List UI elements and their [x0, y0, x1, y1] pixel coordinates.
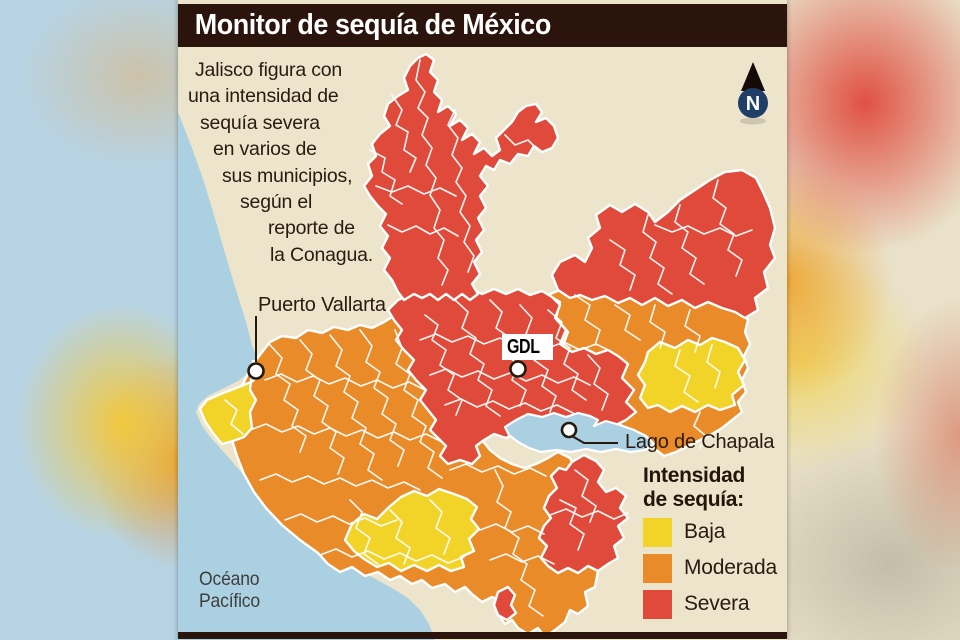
legend-swatch-baja: [643, 517, 672, 547]
chapala-marker: [560, 421, 578, 439]
title-bar: Monitor de sequía de México: [178, 4, 787, 47]
jalisco-drought-map: [178, 52, 777, 640]
region-altos-severa: [550, 168, 777, 320]
region-southtip-severa: [492, 585, 518, 622]
label-gdl: GDL: [502, 334, 553, 360]
region-east-baja: [636, 336, 747, 414]
legend-heading: Intensidad de sequía:: [643, 464, 746, 511]
pacific-ocean: [178, 112, 435, 640]
label-lago-de-chapala: Lago de Chapala: [625, 431, 775, 453]
page-title: Monitor de sequía de México: [194, 9, 552, 41]
label-puerto-vallarta: Puerto Vallarta: [258, 294, 386, 316]
infographic-panel: Monitor de sequía de México Jalisco figu…: [178, 0, 787, 640]
blurred-backdrop-left: [0, 0, 178, 640]
legend-item-moderada: Moderada: [643, 553, 783, 583]
svg-text:N: N: [746, 93, 760, 115]
legend-swatch-severa: [643, 589, 672, 619]
municipality-borders: [224, 59, 753, 617]
drought-legend: Intensidad de sequía: Baja Moderada Seve…: [643, 464, 783, 619]
region-southeast-severa: [537, 453, 630, 575]
blurred-backdrop-right: [787, 0, 960, 640]
compass-north-icon: N: [738, 62, 768, 125]
legend-swatch-moderada: [643, 553, 672, 583]
region-coast-baja: [198, 359, 263, 446]
intro-text: Jalisco figura con una intensidad de seq…: [188, 59, 373, 266]
bottom-frame-bar: [178, 632, 787, 639]
legend-item-baja: Baja: [643, 517, 783, 547]
label-pacific-ocean: Océano Pacífico: [199, 568, 260, 612]
map-markers: [247, 316, 618, 444]
legend-item-severa: Severa: [643, 589, 783, 619]
region-north-severa: [362, 52, 560, 302]
gdl-marker: [509, 360, 527, 378]
puerto-vallarta-marker: [247, 362, 265, 380]
